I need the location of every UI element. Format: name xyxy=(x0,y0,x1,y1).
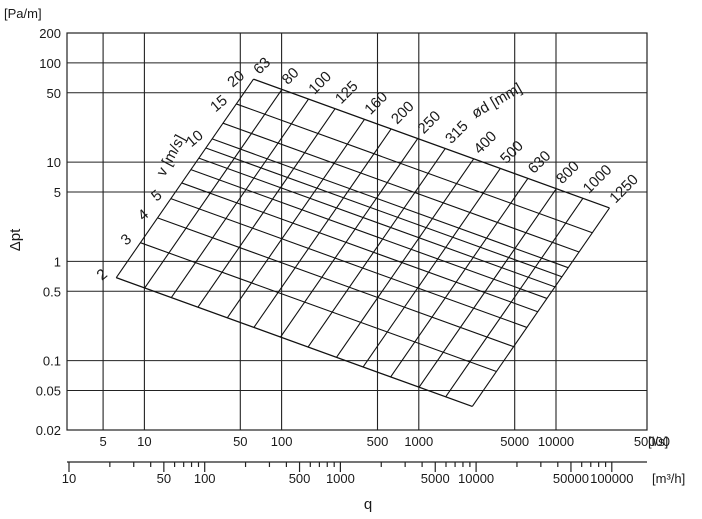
secondary-tick-label: 100 xyxy=(194,471,216,486)
y-tick-label: 0.02 xyxy=(36,423,61,438)
x-tick-label: 1000 xyxy=(404,434,433,449)
velocity-line xyxy=(140,242,497,372)
x-tick-label: 500 xyxy=(367,434,389,449)
y-tick-label: 1 xyxy=(54,254,61,269)
y-tick-label: 0.1 xyxy=(43,354,61,369)
velocity-line xyxy=(198,157,556,288)
y-axis-unit: [Pa/m] xyxy=(4,6,42,21)
secondary-x-axis: 10 50 100 500 1000 5000 10000 50000 100000 xyxy=(62,461,647,486)
diameter-line xyxy=(471,207,610,407)
y-tick-label: 200 xyxy=(39,26,61,41)
y-tick-label: 50 xyxy=(47,86,61,101)
x-axis-ticks: 5 10 50 100 500 1000 5000 10000 50000 xyxy=(99,434,669,449)
diameter-label: 100 xyxy=(305,68,335,98)
velocity-line xyxy=(211,138,569,269)
velocity-label: 2 xyxy=(93,266,110,284)
diameter-line xyxy=(390,178,529,378)
velocity-label: 10 xyxy=(183,127,207,151)
y-axis-title: Δpt xyxy=(7,228,24,251)
diameter-label: 125 xyxy=(332,78,362,108)
diameter-line xyxy=(362,168,501,368)
velocity-line xyxy=(190,169,548,299)
y-tick-label: 0.05 xyxy=(36,384,61,399)
diameter-line xyxy=(418,188,557,388)
secondary-tick-label: 10 xyxy=(62,471,76,486)
velocity-line xyxy=(116,277,473,408)
x-tick-label: 100 xyxy=(271,434,293,449)
secondary-tick-label: 50000 xyxy=(553,471,589,486)
velocity-line xyxy=(157,217,514,348)
diameter-line xyxy=(115,78,254,278)
velocity-label: 4 xyxy=(135,206,152,224)
velocity-axis-label: v [m/s] xyxy=(153,132,189,179)
y-tick-label: 10 xyxy=(47,155,61,170)
diameter-label: 200 xyxy=(388,98,418,128)
velocity-label: 20 xyxy=(224,67,248,91)
velocity-line xyxy=(205,147,563,278)
velocity-line xyxy=(181,182,538,313)
duct-nomogram xyxy=(115,78,610,408)
y-axis-ticks: 200 100 50 10 5 1 0.5 0.1 0.05 0.02 xyxy=(36,26,61,438)
x-tick-label: 10 xyxy=(137,434,151,449)
x-tick-label: 5 xyxy=(99,434,106,449)
velocity-line xyxy=(222,122,580,253)
secondary-tick-label: 1000 xyxy=(326,471,355,486)
velocity-line xyxy=(253,78,610,209)
grid xyxy=(66,32,648,431)
diameter-line xyxy=(307,148,446,348)
y-tick-label: 0.5 xyxy=(43,284,61,299)
diameter-line xyxy=(445,197,584,398)
diameter-label: 500 xyxy=(497,138,527,168)
secondary-tick-label: 5000 xyxy=(421,471,450,486)
x-tick-label: 5000 xyxy=(500,434,529,449)
velocity-label: 5 xyxy=(148,187,165,205)
diameter-line xyxy=(336,158,475,358)
diameter-line xyxy=(170,98,309,298)
diameter-label: 63 xyxy=(250,54,274,78)
diameter-line xyxy=(144,89,283,289)
diameter-label: 630 xyxy=(525,147,555,177)
x-axis-unit-primary: [l/s] xyxy=(648,434,668,449)
x-tick-label: 10000 xyxy=(538,434,574,449)
secondary-tick-label: 100000 xyxy=(590,471,633,486)
diameter-label: 315 xyxy=(442,118,472,148)
secondary-tick-label: 50 xyxy=(157,471,171,486)
velocity-line xyxy=(236,103,593,234)
x-tick-label: 50 xyxy=(233,434,247,449)
y-tick-label: 100 xyxy=(39,56,61,71)
diameter-label: 400 xyxy=(471,128,501,158)
diameter-axis-label: ød [mm] xyxy=(469,80,525,122)
velocity-line xyxy=(170,198,528,328)
x-tick-label: 50000 xyxy=(634,434,670,449)
x-axis-title: q xyxy=(364,496,372,513)
secondary-tick-label: 10000 xyxy=(458,471,494,486)
velocity-label: 3 xyxy=(118,231,135,249)
velocity-label: 15 xyxy=(207,92,231,116)
diameter-line xyxy=(280,138,419,338)
diameter-line xyxy=(226,119,365,319)
secondary-tick-label: 500 xyxy=(289,471,311,486)
diameter-label: 80 xyxy=(279,64,303,88)
diameter-line xyxy=(197,108,336,308)
y-tick-label: 5 xyxy=(54,185,61,200)
x-axis-unit-secondary: [m³/h] xyxy=(652,471,685,486)
diameter-line xyxy=(253,128,392,328)
